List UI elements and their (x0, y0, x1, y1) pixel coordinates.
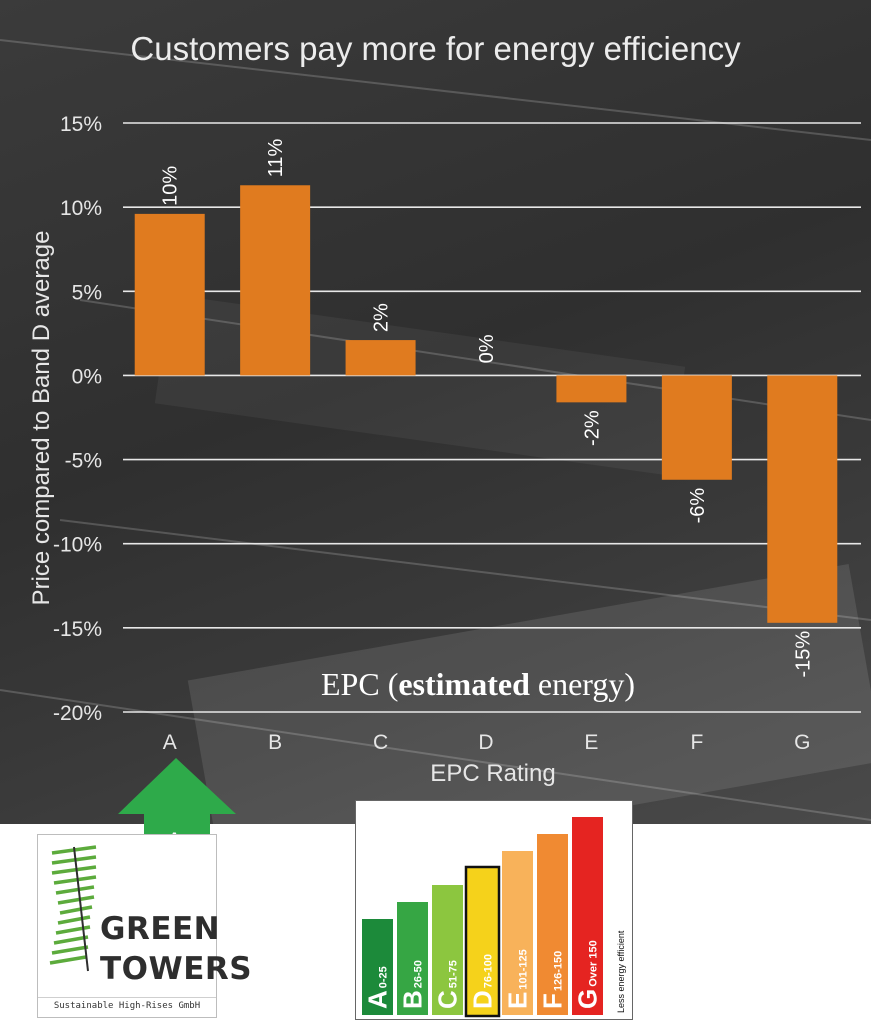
logo-word-green: GREEN (100, 911, 221, 947)
epc-estimated-energy-note: EPC (estimated energy) (321, 666, 635, 702)
bar-e (556, 375, 627, 403)
epc-band-label-f: F126-150 (538, 951, 568, 1009)
epc-band-b (397, 902, 428, 1015)
epc-band-label-b: B26-50 (398, 960, 428, 1009)
bar-chart: 15% 10% 5% 0% -5% -10% -15% -20% 10% 11% 2% 0% -2% -… (53, 113, 861, 754)
epc-band-f (537, 834, 568, 1015)
bar-f (661, 375, 732, 480)
y-tick-label: -20% (53, 702, 102, 725)
epc-scale-footnote: Less energy efficient (616, 930, 626, 1013)
x-tick-label-c: C (373, 731, 388, 754)
x-tick-label-g: G (794, 731, 810, 754)
x-tick-label-a: A (163, 731, 177, 754)
data-label-f: -6% (687, 488, 709, 524)
tower-stripes-icon (49, 845, 97, 972)
epc-rating-scale: A0-25 B26-50 C51-75 D76-100 E101-125 F126-150… (355, 800, 633, 1020)
epc-band-g (572, 817, 603, 1015)
epc-band-d-outline (464, 865, 501, 1018)
epc-band-label-e: E101-125 (503, 949, 533, 1009)
epc-band-e (502, 851, 533, 1015)
bar-g (767, 375, 838, 623)
bar-a (134, 213, 205, 376)
chart-panel: 15% 10% 5% 0% -5% -10% -15% -20% 10% 11% 2% 0% -2% -… (0, 0, 871, 824)
y-tick-label: 10% (60, 197, 102, 220)
logo-tagline: Sustainable High-Rises GmbH (38, 997, 216, 1011)
epc-band-label-g: GOver 150 (573, 940, 603, 1009)
y-tick-label: -15% (53, 618, 102, 641)
bar-c (345, 340, 416, 376)
x-tick-label-e: E (584, 731, 598, 754)
x-tick-label-d: D (478, 731, 493, 754)
epc-band-label-d: D76-100 (468, 954, 498, 1009)
x-tick-label-f: F (690, 731, 703, 754)
epc-scale-bars: A0-25B26-50C51-75D76-100E101-125F126-150… (362, 817, 626, 1018)
logo-word-towers: TOWERS (100, 951, 253, 987)
y-tick-label: -5% (65, 450, 102, 473)
data-label-g: -15% (792, 631, 814, 678)
data-label-c: 2% (371, 303, 393, 332)
epc-band-label-c: C51-75 (433, 960, 463, 1009)
data-label-a: 10% (160, 166, 182, 206)
epc-band-label-a: A0-25 (363, 966, 393, 1009)
y-axis-label: Price compared to Band D average (28, 230, 55, 606)
bar-b (240, 185, 311, 376)
data-label-e: -2% (581, 410, 603, 446)
data-label-d: 0% (476, 334, 498, 363)
y-tick-label: 15% (60, 113, 102, 136)
y-tick-label: 5% (72, 281, 102, 304)
chart-title: Customers pay more for energy efficiency (130, 30, 741, 67)
x-axis-label: EPC Rating (430, 760, 556, 787)
epc-band-a (362, 919, 393, 1015)
y-tick-label: 0% (72, 365, 102, 388)
epc-band-d (467, 868, 498, 1015)
data-label-b: 11% (265, 139, 287, 178)
y-tick-label: -10% (53, 534, 102, 557)
epc-band-c (432, 885, 463, 1015)
green-towers-logo: GREEN TOWERS Sustainable High-Rises GmbH (37, 834, 252, 1018)
x-tick-label-b: B (268, 731, 282, 754)
